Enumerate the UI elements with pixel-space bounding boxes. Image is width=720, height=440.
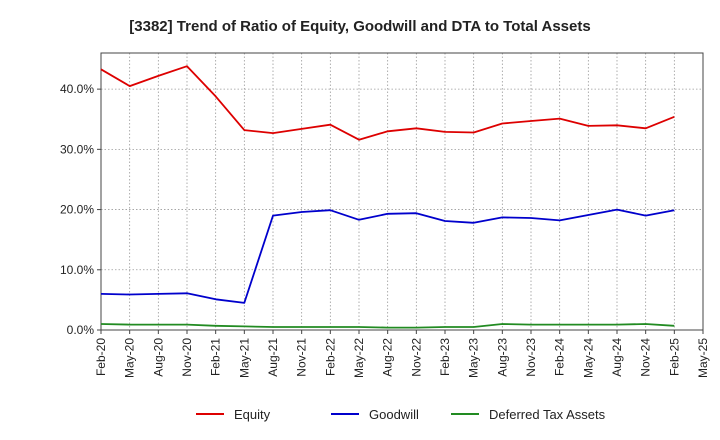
x-tick-label: Nov-20 <box>180 338 194 377</box>
x-tick-label: May-23 <box>467 338 481 378</box>
series-line-goodwill <box>100 208 675 304</box>
series-line-equity <box>100 65 675 141</box>
legend-label-equity: Equity <box>234 407 271 422</box>
x-tick-label: May-22 <box>352 338 366 378</box>
x-tick-label: Aug-24 <box>610 338 624 377</box>
y-tick-label: 40.0% <box>60 82 94 96</box>
x-tick-label: May-20 <box>123 338 137 378</box>
plot-frame <box>100 52 704 331</box>
y-tick-label: 30.0% <box>60 142 94 156</box>
x-tick-label: Feb-23 <box>438 338 452 376</box>
x-tick-label: Nov-24 <box>639 338 653 377</box>
series-line-deferred-tax-assets <box>100 323 675 329</box>
y-tick-label: 0.0% <box>67 323 95 337</box>
axes: 0.0% 10.0% 20.0% 30.0% 40.0% Feb-20 May-20 Aug-… <box>60 52 710 378</box>
legend-label-goodwill: Goodwill <box>369 407 419 422</box>
x-tick-label: Feb-25 <box>667 338 681 376</box>
y-tick-label: 10.0% <box>60 263 94 277</box>
x-tick-label: Feb-22 <box>323 338 337 376</box>
y-tick-label: 20.0% <box>60 203 94 217</box>
x-tick-label: Aug-22 <box>381 338 395 377</box>
x-tick-label: Aug-21 <box>266 338 280 377</box>
x-tick-label: Feb-24 <box>553 338 567 376</box>
chart-title: [3382] Trend of Ratio of Equity, Goodwil… <box>129 18 590 35</box>
x-tick-label: May-24 <box>581 338 595 378</box>
x-tick-label: Nov-23 <box>524 338 538 377</box>
series-lines <box>100 65 675 329</box>
x-tick-label: Nov-21 <box>295 338 309 377</box>
x-tick-label: Feb-21 <box>209 338 223 376</box>
x-tick-label: Nov-22 <box>409 338 423 377</box>
x-tick-label: May-25 <box>696 338 710 378</box>
x-tick-label: May-21 <box>237 338 251 378</box>
x-tick-label: Aug-23 <box>495 338 509 377</box>
x-tick-label: Aug-20 <box>151 338 165 377</box>
grid <box>101 53 703 330</box>
legend-label-deferred-tax-assets: Deferred Tax Assets <box>489 407 606 422</box>
legend: Equity Goodwill Deferred Tax Assets <box>196 407 606 422</box>
x-tick-label: Feb-20 <box>94 338 108 376</box>
